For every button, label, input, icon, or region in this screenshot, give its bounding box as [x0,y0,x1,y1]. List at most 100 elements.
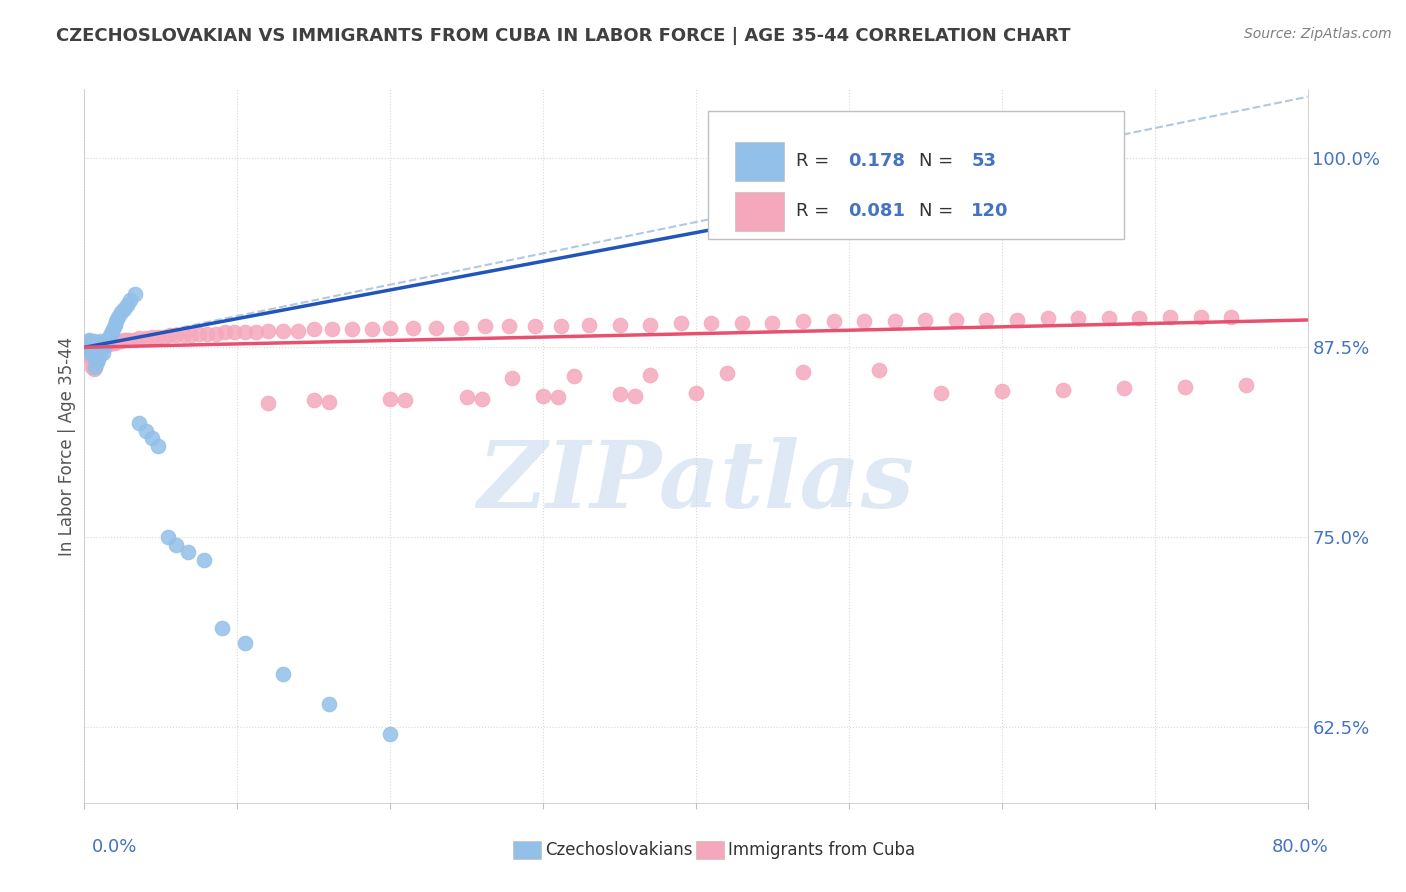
Point [101,325,124,339]
Point [80,335,103,350]
Point [101,335,124,350]
Point [1005,313,1028,327]
Point [84,343,107,358]
Point [91,346,114,360]
Point [1114,381,1136,395]
Point [380,320,402,334]
Point [84,359,107,374]
Point [685,385,707,400]
Text: 53: 53 [972,153,997,170]
Point [93,339,115,353]
Point [89,337,111,351]
Point [115,333,138,347]
Point [124,287,146,301]
Point [96,334,118,349]
Text: R =: R = [796,202,835,220]
Point [1052,383,1074,397]
Y-axis label: In Labor Force | Age 35-44: In Labor Force | Age 35-44 [58,336,76,556]
Point [110,305,132,319]
Text: Czechoslovakians: Czechoslovakians [546,841,693,859]
Point [107,310,129,324]
Point [823,314,845,328]
Point [1067,311,1090,326]
Point [79,343,101,358]
Point [159,328,181,343]
Point [86,340,108,354]
Point [450,320,472,334]
Point [257,396,280,410]
Point [84,343,107,358]
Point [157,530,180,544]
Point [91,339,114,353]
Point [193,553,215,567]
Point [112,302,135,317]
Point [128,416,150,430]
Point [233,325,256,339]
Point [141,329,163,343]
Point [103,322,125,336]
Point [669,316,692,330]
Point [83,334,105,349]
Point [135,331,157,345]
Point [287,324,309,338]
Point [86,339,108,353]
Point [83,339,105,353]
Point [77,342,100,356]
Point [914,313,936,327]
Point [76,335,98,350]
Point [853,314,876,328]
Point [79,346,101,360]
Point [929,385,952,400]
Point [79,339,101,353]
Point [75,339,97,353]
Point [976,313,998,327]
Text: 80.0%: 80.0% [1272,838,1329,855]
Point [98,328,121,343]
Point [318,697,340,711]
Point [80,343,103,358]
Point [91,340,114,354]
Point [318,395,340,409]
Point [83,339,105,353]
Point [177,545,200,559]
Point [124,333,146,347]
Point [302,322,325,336]
Point [87,346,110,360]
Point [498,319,520,334]
Point [380,727,402,741]
Point [991,384,1014,399]
Point [195,326,218,341]
Point [97,337,120,351]
Point [86,354,108,368]
Point [716,366,738,380]
Point [104,318,127,332]
Point [624,389,647,403]
Point [214,325,236,339]
Point [1128,311,1150,326]
Point [120,293,142,308]
Point [90,339,112,353]
Point [271,666,294,681]
Point [180,328,202,343]
Text: CZECHOSLOVAKIAN VS IMMIGRANTS FROM CUBA IN LABOR FORCE | AGE 35-44 CORRELATION C: CZECHOSLOVAKIAN VS IMMIGRANTS FROM CUBA … [56,27,1071,45]
Point [869,363,891,377]
Point [115,298,138,312]
Point [1189,310,1212,324]
Bar [735,142,785,181]
Point [360,322,382,336]
Point [80,337,103,351]
Point [609,387,631,401]
Point [1174,380,1197,394]
Point [83,346,105,360]
Point [89,339,111,353]
Point [84,359,107,374]
Point [578,318,600,332]
Point [86,348,108,362]
Point [1220,310,1243,324]
Point [94,337,117,351]
Text: N =: N = [918,202,959,220]
Point [224,325,246,339]
Point [792,314,814,328]
Point [84,352,107,367]
Point [105,314,128,328]
